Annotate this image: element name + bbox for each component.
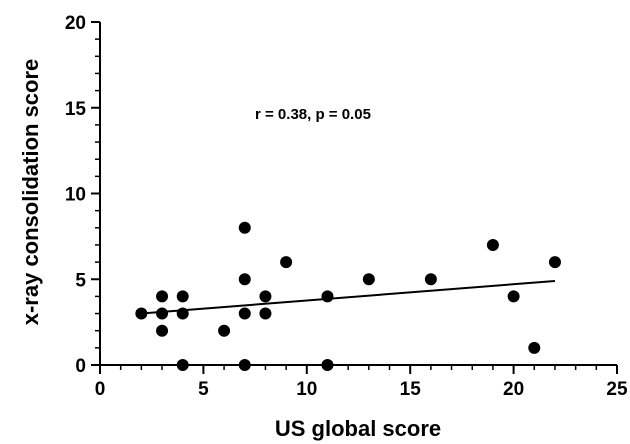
x-tick-label-20: 20	[503, 379, 524, 400]
correlation-annotation: r = 0.38, p = 0.05	[255, 106, 371, 123]
data-point	[259, 290, 272, 303]
data-point	[259, 307, 272, 320]
data-point	[321, 359, 334, 371]
data-point	[486, 238, 499, 251]
x-axis-title: US global score	[275, 416, 441, 441]
data-point	[528, 341, 541, 354]
y-tick-label-20: 20	[65, 13, 86, 34]
data-point	[218, 324, 231, 337]
data-point	[238, 221, 251, 234]
data-point	[507, 290, 520, 303]
data-point	[321, 290, 334, 303]
data-points	[135, 221, 561, 371]
data-point	[238, 307, 251, 320]
data-point	[176, 359, 189, 371]
data-point	[176, 307, 189, 320]
x-tick-label-10: 10	[296, 379, 317, 400]
data-point	[238, 359, 251, 371]
x-tick-label-25: 25	[606, 379, 628, 400]
regression-line	[141, 279, 556, 315]
data-point	[176, 290, 189, 303]
y-tick-label-10: 10	[65, 185, 86, 206]
ticks	[91, 21, 618, 374]
data-point	[424, 273, 437, 286]
y-axis-title: x-ray consolidation score	[18, 59, 43, 326]
data-point	[548, 256, 561, 269]
tick-labels: 0 5 10 15 20 0 5 10 15 20 25	[65, 13, 628, 400]
data-point	[156, 290, 169, 303]
data-point	[238, 273, 251, 286]
x-tick-label-0: 0	[95, 379, 106, 400]
x-tick-label-5: 5	[198, 379, 209, 400]
x-tick-label-15: 15	[400, 379, 422, 400]
y-tick-label-5: 5	[75, 270, 86, 291]
fit-line-group	[141, 279, 556, 315]
data-point	[156, 324, 169, 337]
data-point	[156, 307, 169, 320]
data-point	[135, 307, 148, 320]
y-tick-label-0: 0	[75, 356, 86, 377]
y-tick-label-15: 15	[65, 99, 87, 120]
data-point	[362, 273, 375, 286]
data-point	[280, 256, 293, 269]
